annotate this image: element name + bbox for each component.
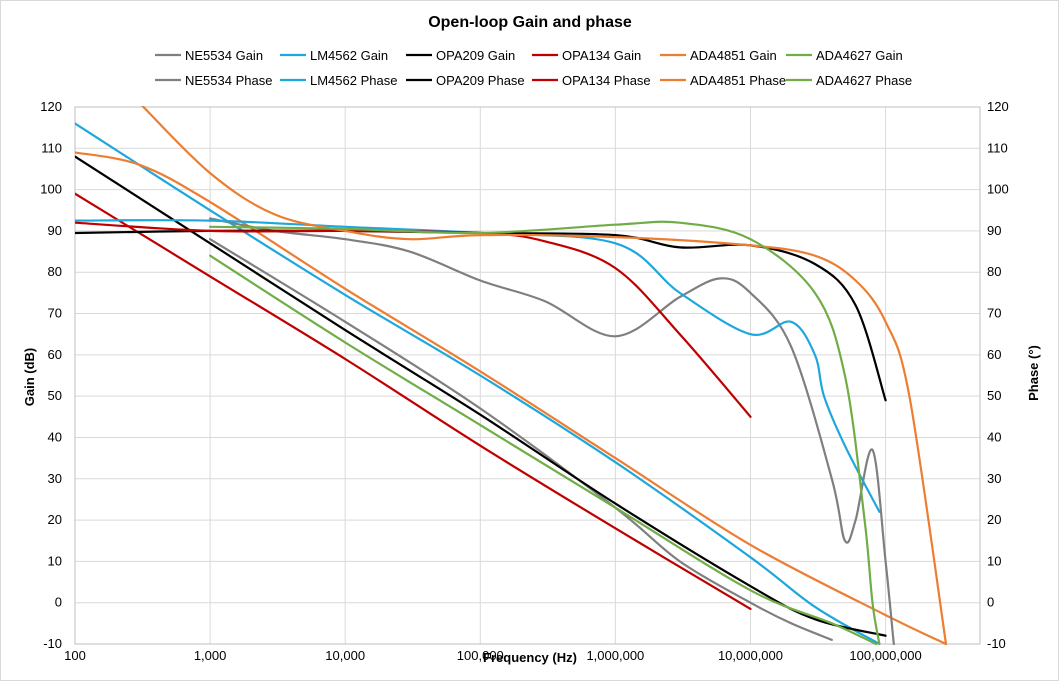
y-tick-label-left: 100 — [40, 182, 62, 197]
y-tick-label-right: 120 — [987, 99, 1009, 114]
y-tick-label-right: 80 — [987, 264, 1001, 279]
legend-label: LM4562 Phase — [310, 73, 397, 88]
y-tick-label-right: 100 — [987, 182, 1009, 197]
series-lm4562-gain — [75, 122, 881, 645]
y-tick-label-right: -10 — [987, 636, 1006, 651]
y-tick-label-right: 90 — [987, 223, 1001, 238]
x-tick-label: 10,000 — [325, 648, 365, 663]
y-tick-label-right: 50 — [987, 388, 1001, 403]
y-tick-label-left: 50 — [48, 388, 62, 403]
series-ada4851-gain — [75, 151, 948, 645]
y-tick-label-right: 60 — [987, 347, 1001, 362]
legend-label: OPA209 Gain — [436, 48, 515, 63]
x-tick-label: 100,000,000 — [849, 648, 921, 663]
legend-label: ADA4627 Gain — [816, 48, 903, 63]
y-tick-label-left: -10 — [43, 636, 62, 651]
y-tick-label-right: 30 — [987, 471, 1001, 486]
y-tick-label-left: 120 — [40, 99, 62, 114]
x-axis-title: Frequency (Hz) — [483, 650, 577, 665]
legend: NE5534 Gain LM4562 Gain OPA209 Gain OPA134 … — [155, 48, 912, 88]
series-ne5534-phase — [209, 217, 895, 645]
y-tick-label-right: 70 — [987, 306, 1001, 321]
series-opa134-gain — [75, 192, 752, 610]
y-tick-label-left: 10 — [48, 553, 62, 568]
y-tick-label-right: 40 — [987, 429, 1001, 444]
series-layer — [75, 106, 948, 645]
y-axis-title-right: Phase (°) — [1026, 345, 1041, 401]
y-tick-label-left: 40 — [48, 429, 62, 444]
series-ada4627-gain — [209, 254, 878, 645]
y-tick-label-left: 30 — [48, 471, 62, 486]
plot-frame — [74, 106, 981, 645]
x-tick-label: 100 — [64, 648, 86, 663]
legend-label: NE5534 Phase — [185, 73, 272, 88]
y-tick-label-left: 20 — [48, 512, 62, 527]
legend-label: ADA4851 Phase — [690, 73, 786, 88]
legend-label: NE5534 Gain — [185, 48, 263, 63]
y-tick-label-left: 0 — [55, 595, 62, 610]
y-tick-label-right: 20 — [987, 512, 1001, 527]
y-tick-label-right: 10 — [987, 553, 1001, 568]
y-tick-label-left: 90 — [48, 223, 62, 238]
legend-label: ADA4851 Gain — [690, 48, 777, 63]
axes: -10 -10 0 0 10 10 20 20 30 30 40 40 50 50 60 60 70 70 80 80… — [40, 99, 1008, 663]
legend-label: ADA4627 Phase — [816, 73, 912, 88]
y-tick-label-left: 60 — [48, 347, 62, 362]
chart-title: Open-loop Gain and phase — [428, 14, 632, 31]
y-tick-label-left: 70 — [48, 306, 62, 321]
series-opa134-phase — [75, 221, 752, 418]
legend-label: OPA134 Gain — [562, 48, 641, 63]
y-tick-label-left: 80 — [48, 264, 62, 279]
legend-label: OPA134 Phase — [562, 73, 651, 88]
legend-label: OPA209 Phase — [436, 73, 525, 88]
series-ada4627-phase — [209, 220, 881, 645]
series-ada4851-phase — [140, 106, 948, 645]
legend-label: LM4562 Gain — [310, 48, 388, 63]
y-tick-label-right: 110 — [987, 140, 1008, 155]
x-tick-label: 100,000 — [457, 648, 504, 663]
y-tick-label-left: 110 — [41, 140, 62, 155]
x-tick-label: 1,000,000 — [586, 648, 644, 663]
y-axis-title-left: Gain (dB) — [22, 348, 37, 407]
x-tick-label: 1,000 — [194, 648, 227, 663]
x-tick-label: 10,000,000 — [718, 648, 783, 663]
series-lm4562-phase — [75, 219, 881, 513]
y-tick-label-right: 0 — [987, 595, 994, 610]
